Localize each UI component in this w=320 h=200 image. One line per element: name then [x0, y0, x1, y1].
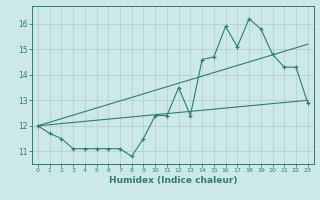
X-axis label: Humidex (Indice chaleur): Humidex (Indice chaleur) [108, 176, 237, 185]
